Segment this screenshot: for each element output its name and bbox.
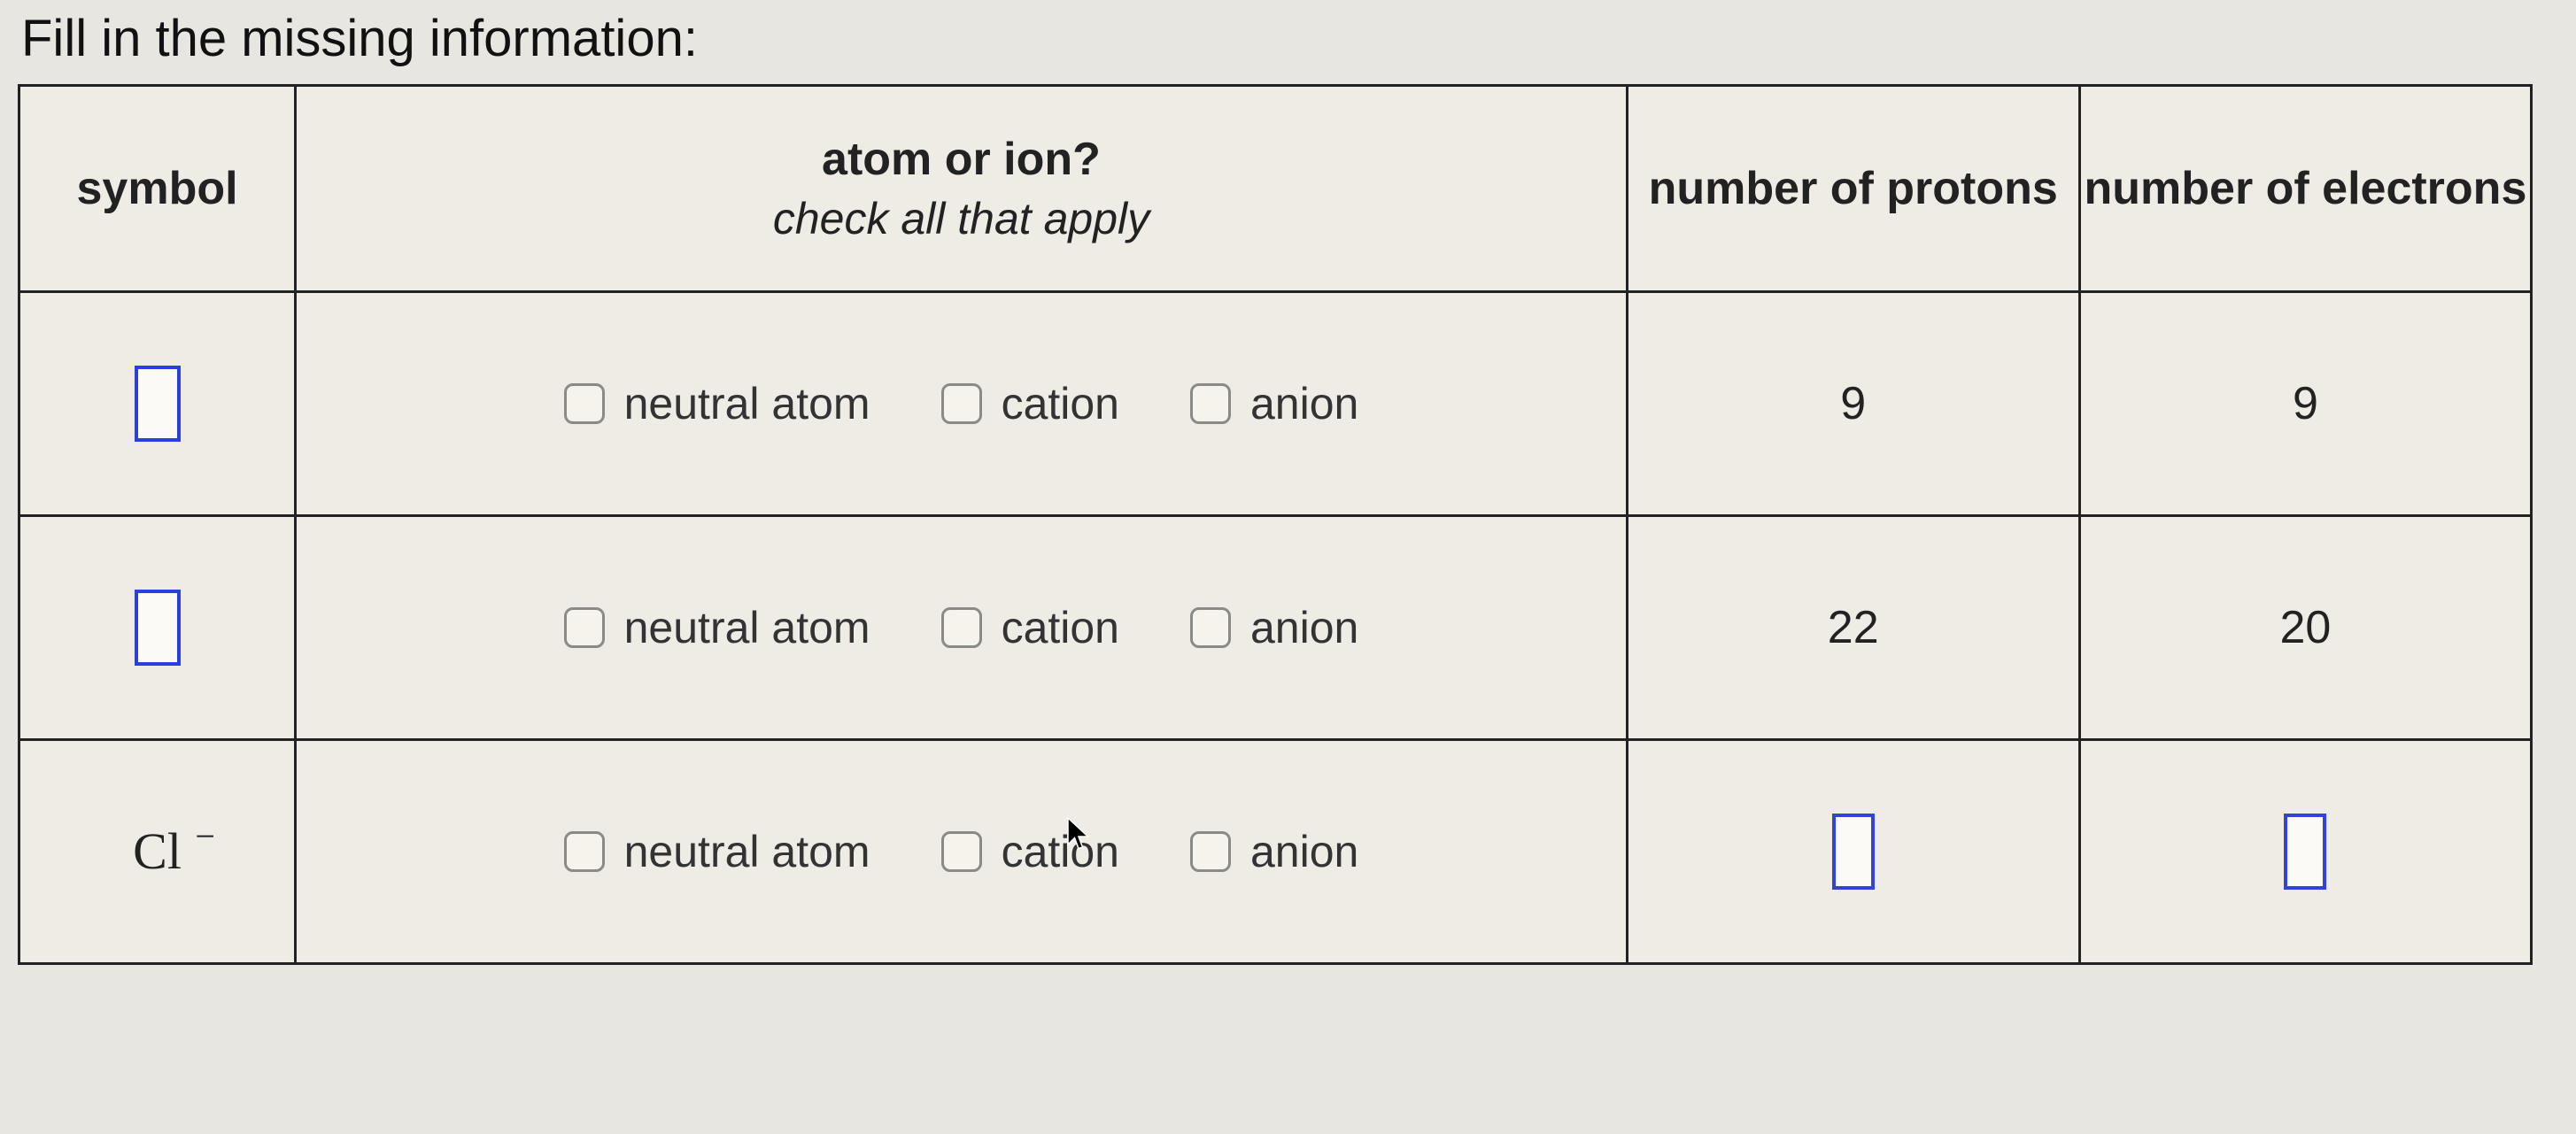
checkbox-icon[interactable]: [941, 607, 982, 648]
header-symbol: symbol: [19, 86, 296, 292]
protons-value: 9: [1840, 377, 1866, 430]
header-electrons: number of electrons: [2079, 86, 2532, 292]
cell-electrons: [2079, 740, 2532, 964]
cell-type: neutral atom cation anion: [296, 516, 1628, 740]
symbol-base: Cl: [133, 822, 182, 880]
cell-electrons: 9: [2079, 292, 2532, 516]
header-protons: number of protons: [1627, 86, 2079, 292]
header-symbol-label: symbol: [77, 163, 238, 214]
checkbox-icon[interactable]: [564, 831, 605, 872]
cell-protons: [1627, 740, 2079, 964]
symbol-text: Cl−: [133, 826, 182, 877]
header-protons-label: number of protons: [1649, 163, 2058, 214]
header-type: atom or ion? check all that apply: [296, 86, 1628, 292]
symbol-superscript: −: [195, 819, 215, 854]
checkbox-icon[interactable]: [941, 831, 982, 872]
protons-input[interactable]: [1832, 814, 1875, 890]
check-anion-label: anion: [1250, 826, 1358, 877]
check-anion-label: anion: [1250, 378, 1358, 429]
electrons-input[interactable]: [2284, 814, 2326, 890]
check-anion-label: anion: [1250, 602, 1358, 653]
header-type-subtitle: check all that apply: [297, 193, 1626, 244]
cell-symbol: Cl−: [19, 740, 296, 964]
checkbox-icon[interactable]: [1190, 831, 1231, 872]
checkbox-icon[interactable]: [1190, 383, 1231, 424]
instruction-text: Fill in the missing information:: [21, 9, 2558, 68]
cell-type: neutral atom cation anion: [296, 292, 1628, 516]
check-cation[interactable]: cation: [941, 826, 1119, 877]
check-neutral[interactable]: neutral atom: [564, 826, 870, 877]
cell-symbol: [19, 292, 296, 516]
symbol-input[interactable]: [135, 366, 181, 442]
check-neutral-label: neutral atom: [624, 602, 870, 653]
symbol-input[interactable]: [135, 590, 181, 666]
ion-table: symbol atom or ion? check all that apply…: [18, 84, 2533, 965]
header-row: symbol atom or ion? check all that apply…: [19, 86, 2532, 292]
cell-protons: 9: [1627, 292, 2079, 516]
worksheet-page: Fill in the missing information: symbol …: [0, 0, 2576, 1000]
check-anion[interactable]: anion: [1190, 826, 1358, 877]
check-neutral-label: neutral atom: [624, 378, 870, 429]
checkbox-icon[interactable]: [564, 383, 605, 424]
check-anion[interactable]: anion: [1190, 378, 1358, 429]
cell-type: neutral atom cation: [296, 740, 1628, 964]
checkbox-icon[interactable]: [1190, 607, 1231, 648]
cell-electrons: 20: [2079, 516, 2532, 740]
check-cation[interactable]: cation: [941, 602, 1119, 653]
protons-value: 22: [1828, 601, 1879, 654]
check-cation-label: cation: [1002, 602, 1119, 653]
check-neutral[interactable]: neutral atom: [564, 378, 870, 429]
table-row: neutral atom cation anion: [19, 516, 2532, 740]
checkbox-icon[interactable]: [564, 607, 605, 648]
check-neutral[interactable]: neutral atom: [564, 602, 870, 653]
check-cation[interactable]: cation: [941, 378, 1119, 429]
table-row: Cl− neutral atom cation: [19, 740, 2532, 964]
electrons-value: 20: [2280, 601, 2332, 654]
header-type-title: atom or ion?: [822, 134, 1101, 185]
check-cation-label: cation: [1002, 826, 1119, 877]
checkbox-icon[interactable]: [941, 383, 982, 424]
header-electrons-label: number of electrons: [2085, 163, 2527, 214]
electrons-value: 9: [2293, 377, 2318, 430]
cell-symbol: [19, 516, 296, 740]
cell-protons: 22: [1627, 516, 2079, 740]
check-anion[interactable]: anion: [1190, 602, 1358, 653]
check-cation-label: cation: [1002, 378, 1119, 429]
table-row: neutral atom cation anion: [19, 292, 2532, 516]
check-neutral-label: neutral atom: [624, 826, 870, 877]
